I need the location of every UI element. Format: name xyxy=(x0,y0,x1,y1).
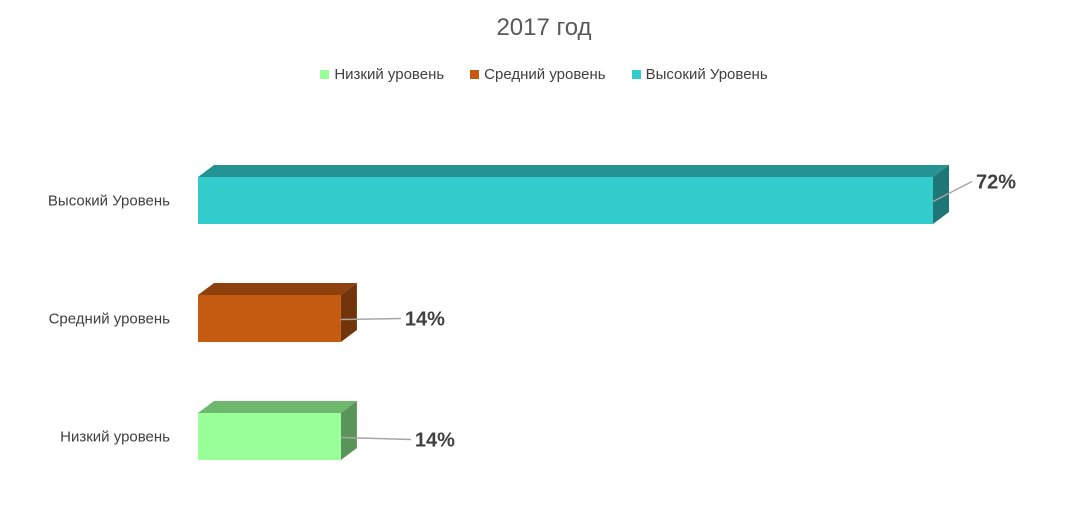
legend-swatch-high xyxy=(631,70,641,79)
data-label-medium: 14% xyxy=(405,309,445,331)
legend-swatch-medium xyxy=(470,70,480,79)
legend-label-high: Высокий Уровень xyxy=(645,66,768,83)
bar-side-low xyxy=(340,401,357,460)
leader-line-high xyxy=(932,180,973,203)
legend-swatch-low xyxy=(320,70,330,79)
bar-top-high xyxy=(198,165,949,177)
data-label-high: 72% xyxy=(976,172,1016,194)
bar-top-medium xyxy=(198,283,357,295)
category-label-high: Высокий Уровень xyxy=(48,193,170,210)
chart-title: 2017 год xyxy=(496,14,592,41)
bar-high xyxy=(198,177,933,224)
leader-line-medium xyxy=(340,317,401,321)
bar-side-medium xyxy=(340,283,357,342)
leader-line-low xyxy=(340,436,411,441)
data-label-low: 14% xyxy=(415,430,455,452)
legend-item-low: Низкий уровень xyxy=(320,66,444,83)
bar-top-low xyxy=(198,401,357,413)
legend: Низкий уровень Средний уровень Высокий У… xyxy=(0,66,1088,83)
legend-label-low: Низкий уровень xyxy=(334,66,445,83)
legend-item-medium: Средний уровень xyxy=(470,66,606,83)
legend-label-medium: Средний уровень xyxy=(484,66,606,83)
legend-item-high: Высокий Уровень xyxy=(631,66,768,83)
category-label-medium: Средний уровень xyxy=(49,311,171,328)
category-label-low: Низкий уровень xyxy=(60,429,170,446)
bar-medium xyxy=(198,295,341,342)
bar-low xyxy=(198,413,341,460)
bar-side-high xyxy=(933,165,949,224)
